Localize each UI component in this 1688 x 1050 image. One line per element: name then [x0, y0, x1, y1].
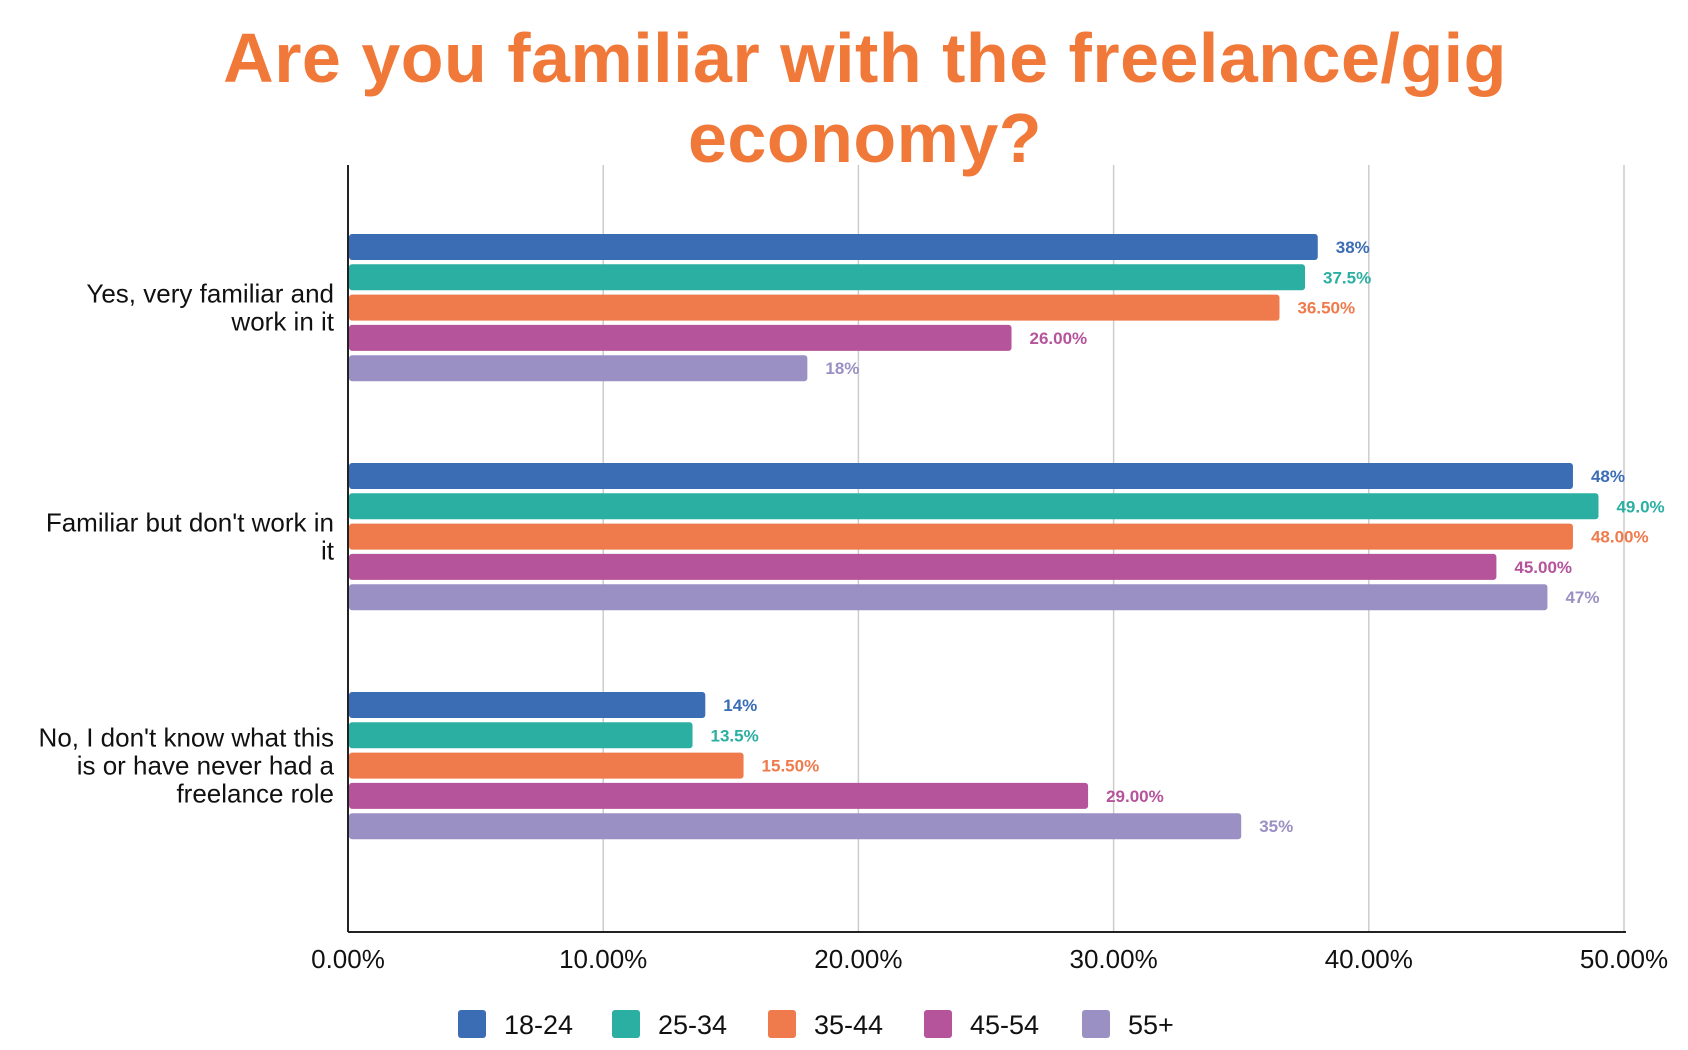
bar-18-24 [349, 463, 1573, 489]
bar-18-24 [349, 234, 1318, 260]
bar-45-54 [349, 553, 1497, 580]
bar-45-54 [349, 324, 1012, 351]
legend-label: 18-24 [504, 1010, 573, 1040]
bar-25-34 [349, 264, 1305, 291]
bar-35-44 [349, 294, 1280, 321]
data-label: 47% [1565, 588, 1599, 607]
x-tick-label: 40.00% [1325, 944, 1413, 974]
legend: 18-24 25-34 35-44 45-54 55+ [458, 1010, 1174, 1040]
bar-55+ [349, 584, 1548, 611]
x-tick-label: 20.00% [814, 944, 902, 974]
legend-swatch [458, 1010, 486, 1038]
bar-55+ [349, 813, 1242, 840]
bar-35-44 [349, 752, 744, 779]
bar-25-34 [349, 722, 693, 749]
legend-swatch [768, 1010, 796, 1038]
x-tick-label: 0.00% [311, 944, 385, 974]
legend-swatch [1082, 1010, 1110, 1038]
data-label: 45.00% [1514, 558, 1572, 577]
data-label: 13.5% [711, 726, 759, 745]
bar-25-34 [349, 493, 1599, 520]
data-label: 15.50% [762, 757, 820, 776]
axes [347, 165, 1626, 933]
x-tick-label: 10.00% [559, 944, 647, 974]
category-label: Familiar but don't work in it [46, 508, 335, 566]
x-tick-labels: 0.00% 10.00% 20.00% 30.00% 40.00% 50.00% [311, 944, 1668, 974]
category-label: No, I don't know what this is or have nev… [39, 723, 335, 809]
category-label: Yes, very familiar and work in it [86, 279, 334, 337]
x-tick-label: 30.00% [1070, 944, 1158, 974]
legend-item-25-34: 25-34 [612, 1010, 727, 1040]
legend-swatch [612, 1010, 640, 1038]
legend-item-35-44: 35-44 [768, 1010, 883, 1040]
data-label: 49.0% [1616, 497, 1664, 516]
data-label: 37.5% [1323, 268, 1371, 287]
data-label: 26.00% [1030, 329, 1088, 348]
category-labels: Yes, very familiar and work in it Familiar… [39, 279, 335, 809]
bar-55+ [349, 355, 808, 382]
legend-label: 45-54 [970, 1010, 1039, 1040]
data-label: 29.00% [1106, 787, 1164, 806]
chart-title: Are you familiar with the freelance/gig … [223, 19, 1507, 177]
x-tick-label: 50.00% [1580, 944, 1668, 974]
bar-35-44 [349, 523, 1573, 550]
bar-45-54 [349, 782, 1089, 809]
legend-label: 35-44 [814, 1010, 883, 1040]
data-label: 35% [1259, 817, 1293, 836]
data-label: 18% [825, 359, 859, 378]
legend-swatch [924, 1010, 952, 1038]
legend-item-18-24: 18-24 [458, 1010, 573, 1040]
bars [349, 234, 1599, 840]
data-label: 14% [723, 696, 757, 715]
data-label: 48% [1591, 467, 1625, 486]
legend-item-45-54: 45-54 [924, 1010, 1039, 1040]
data-labels: 38% 37.5% 36.50% 26.00% 18% 48% 49.0% 48.00% 45.… [711, 238, 1665, 836]
data-label: 48.00% [1591, 528, 1649, 547]
legend-label: 25-34 [658, 1010, 727, 1040]
legend-item-55+: 55+ [1082, 1010, 1174, 1040]
data-label: 38% [1336, 238, 1370, 257]
data-label: 36.50% [1297, 299, 1355, 318]
bar-18-24 [349, 692, 706, 718]
legend-label: 55+ [1128, 1010, 1174, 1040]
